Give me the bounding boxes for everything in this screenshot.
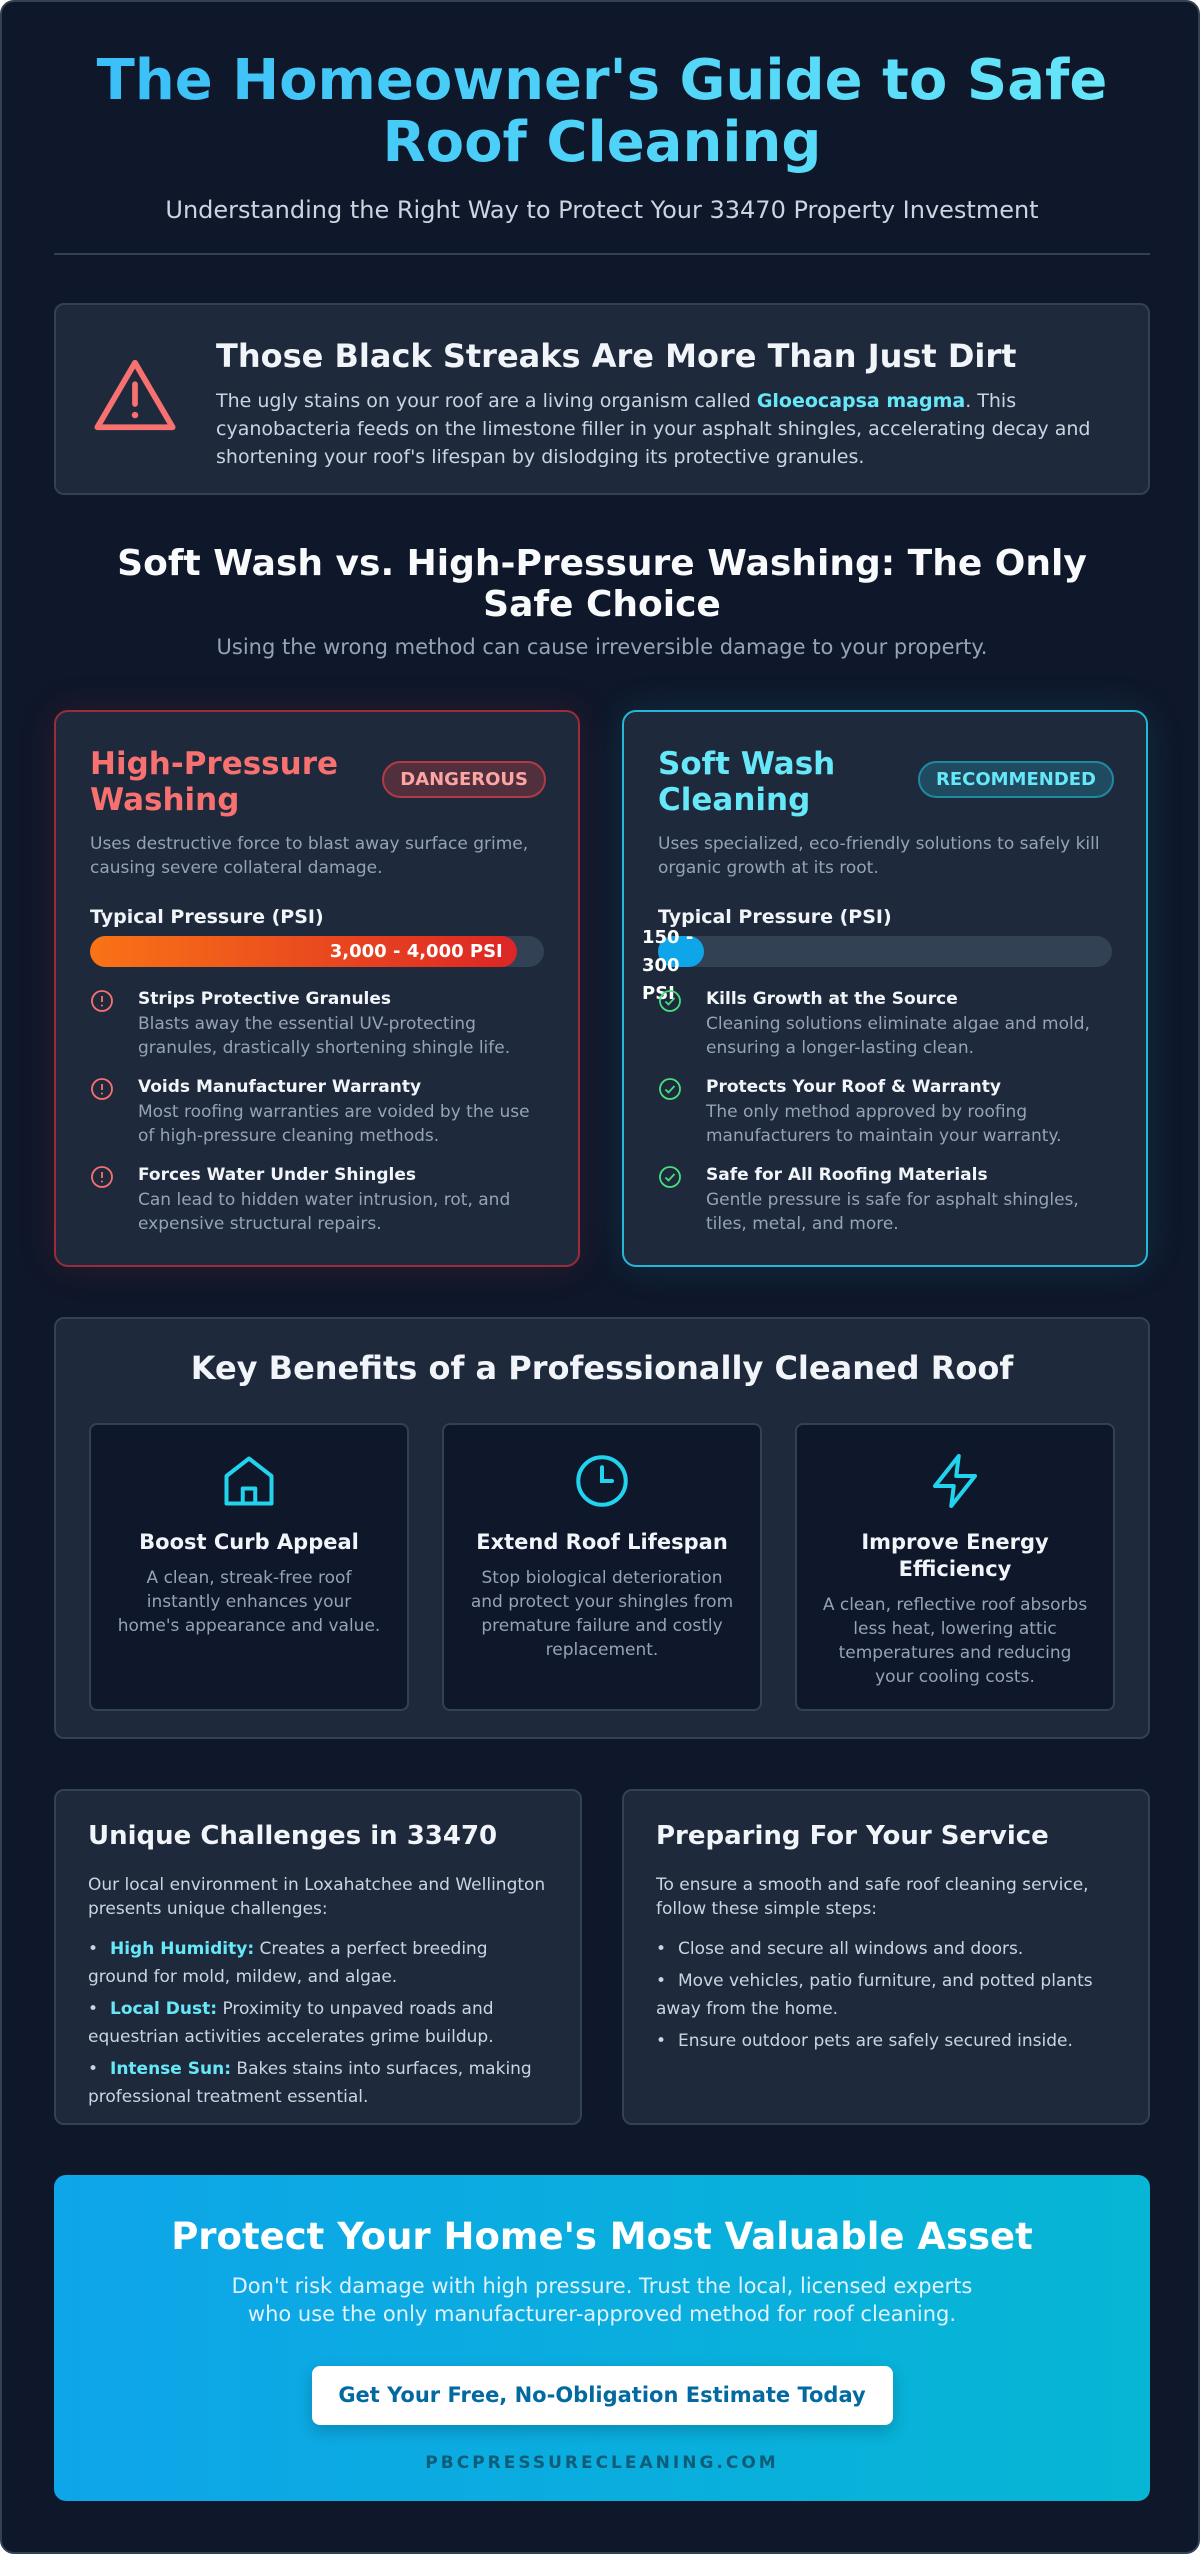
cta-button[interactable]: Get Your Free, No-Obligation Estimate To…	[311, 2366, 893, 2425]
check-icon	[659, 1166, 681, 1188]
pressure-fill	[658, 936, 704, 967]
x-icon	[91, 990, 113, 1012]
pressure-bar: 3,000 - 4,000 PSI	[90, 936, 544, 967]
card-title: High-Pressure Washing	[90, 746, 339, 818]
section-title: Soft Wash vs. High-Pressure Washing: The…	[117, 543, 1087, 625]
cta-title: Protect Your Home's Most Valuable Asset	[171, 2215, 1033, 2258]
benefit-title: Extend Roof Lifespan	[476, 1530, 728, 1554]
badge: RECOMMENDED	[917, 761, 1114, 798]
prep-item: Move vehicles, patio furniture, and pott…	[656, 1967, 1116, 2023]
benefits-title: Key Benefits of a Professionally Cleaned…	[190, 1349, 1014, 1387]
list-item: Safe for All Roofing Materials Gentle pre…	[658, 1165, 1112, 1253]
pressure-value: 3,000 - 4,000 PSI	[90, 936, 517, 967]
item-text: The only method approved by roofing manu…	[706, 1102, 1062, 1146]
item-title: Forces Water Under Shingles	[138, 1165, 417, 1185]
challenge-label: Local Dust:	[110, 1999, 218, 2019]
list-item: Kills Growth at the Source Cleaning solut…	[658, 989, 1112, 1077]
prep-item: Ensure outdoor pets are safely secured i…	[656, 2027, 1116, 2055]
alert-text: The ugly stains on your roof are a livin…	[216, 387, 1114, 471]
challenge-item: Intense Sun: Bakes stains into surfaces,…	[88, 2055, 548, 2111]
benefit-card: Extend Roof Lifespan Stop biological dete…	[442, 1423, 762, 1711]
challenge-item: High Humidity: Creates a perfect breedin…	[88, 1935, 548, 1991]
item-list: Strips Protective Granules Blasts away th…	[90, 989, 544, 1253]
benefit-text: A clean, streak-free roof instantly enha…	[117, 1568, 381, 1636]
clock-icon	[576, 1455, 628, 1507]
benefit-card: Improve Energy Efficiency A clean, reflec…	[795, 1423, 1115, 1711]
highlight: Gloeocapsa magma	[756, 390, 966, 412]
challenge-text: Creates a perfect breeding ground for mo…	[88, 1939, 488, 1987]
benefit-text: A clean, reflective roof absorbs less he…	[822, 1595, 1088, 1687]
warning-icon	[94, 359, 176, 431]
preparing-intro: To ensure a smooth and safe roof cleanin…	[656, 1875, 1089, 1919]
prep-item: Close and secure all windows and doors.	[656, 1935, 1116, 1963]
benefit-text: Stop biological deterioration and protec…	[470, 1568, 734, 1660]
cta-text: Don't risk damage with high pressure. Tr…	[231, 2274, 973, 2326]
preparing: Preparing For Your Service To ensure a s…	[622, 1789, 1150, 2125]
benefits: Key Benefits of a Professionally Cleaned…	[54, 1317, 1150, 1739]
challenges-title: Unique Challenges in 33470	[88, 1821, 498, 1851]
challenge-label: Intense Sun:	[110, 2059, 232, 2079]
home-icon	[224, 1456, 274, 1506]
item-title: Kills Growth at the Source	[706, 989, 958, 1009]
pressure-bar: 150 - 300 PSI	[642, 927, 1112, 1004]
challenges-intro: Our local environment in Loxahatchee and…	[88, 1875, 546, 1919]
card-title: Soft Wash Cleaning	[658, 746, 836, 818]
item-title: Safe for All Roofing Materials	[706, 1165, 988, 1185]
card-description: Uses destructive force to blast away sur…	[90, 834, 529, 878]
bolt-icon	[933, 1454, 977, 1508]
item-text: Blasts away the essential UV-protecting …	[138, 1014, 511, 1058]
benefit-title: Improve Energy Efficiency	[861, 1530, 1049, 1581]
challenge-label: High Humidity:	[110, 1939, 255, 1959]
title: The Homeowner's Guide to Safe Roof Clean…	[54, 50, 1150, 174]
preparing-title: Preparing For Your Service	[656, 1821, 1049, 1851]
text: The ugly stains on your roof are a livin…	[216, 390, 757, 412]
text: . This cyanobacteria feeds on the limest…	[216, 390, 1091, 468]
item-title: Protects Your Roof & Warranty	[706, 1077, 1001, 1097]
list-item: Voids Manufacturer Warranty Most roofing …	[90, 1077, 544, 1165]
item-text: Cleaning solutions eliminate algae and m…	[706, 1014, 1090, 1058]
challenge-item: Local Dust: Proximity to unpaved roads a…	[88, 1995, 548, 2051]
x-icon	[91, 1078, 113, 1100]
x-icon	[91, 1166, 113, 1188]
subtitle: Understanding the Right Way to Protect Y…	[165, 196, 1039, 224]
comparison-card: Soft Wash Cleaning RECOMMENDED Uses specia…	[622, 710, 1148, 1267]
pressure-label: Typical Pressure (PSI)	[658, 906, 892, 928]
item-title: Voids Manufacturer Warranty	[138, 1077, 422, 1097]
pressure-value: 150 - 300 PSI	[642, 927, 694, 1004]
cta: Protect Your Home's Most Valuable Asset …	[54, 2175, 1150, 2501]
comparison-heading: Soft Wash vs. High-Pressure Washing: The…	[82, 543, 1122, 659]
item-text: Gentle pressure is safe for asphalt shin…	[706, 1190, 1079, 1234]
item-title: Strips Protective Granules	[138, 989, 392, 1009]
item-list: Kills Growth at the Source Cleaning solut…	[658, 989, 1112, 1253]
challenge-text: Bakes stains into surfaces, making profe…	[88, 2059, 532, 2107]
badge: DANGEROUS	[382, 761, 546, 798]
card-description: Uses specialized, eco-friendly solutions…	[658, 834, 1100, 878]
section-subtitle: Using the wrong method can cause irrever…	[216, 635, 988, 659]
check-icon	[659, 990, 681, 1012]
benefit-card: Boost Curb Appeal A clean, streak-free ro…	[89, 1423, 409, 1711]
divider	[54, 253, 1150, 255]
challenge-text: Proximity to unpaved roads and equestria…	[88, 1999, 494, 2047]
benefit-title: Boost Curb Appeal	[139, 1530, 359, 1554]
list-item: Strips Protective Granules Blasts away th…	[90, 989, 544, 1077]
item-text: Can lead to hidden water intrusion, rot,…	[138, 1190, 511, 1234]
alert-title: Those Black Streaks Are More Than Just D…	[216, 337, 1017, 375]
check-icon	[659, 1078, 681, 1100]
pressure-label: Typical Pressure (PSI)	[90, 906, 324, 928]
item-text: Most roofing warranties are voided by th…	[138, 1102, 530, 1146]
alert-box: Those Black Streaks Are More Than Just D…	[54, 303, 1150, 495]
challenges: Unique Challenges in 33470 Our local env…	[54, 1789, 582, 2125]
header: The Homeowner's Guide to Safe Roof Clean…	[54, 50, 1150, 225]
comparison-card: High-Pressure Washing DANGEROUS Uses destr…	[54, 710, 580, 1267]
list-item: Protects Your Roof & Warranty The only me…	[658, 1077, 1112, 1165]
website: PBCPRESSURECLEANING.COM	[425, 2453, 779, 2473]
list-item: Forces Water Under Shingles Can lead to h…	[90, 1165, 544, 1253]
